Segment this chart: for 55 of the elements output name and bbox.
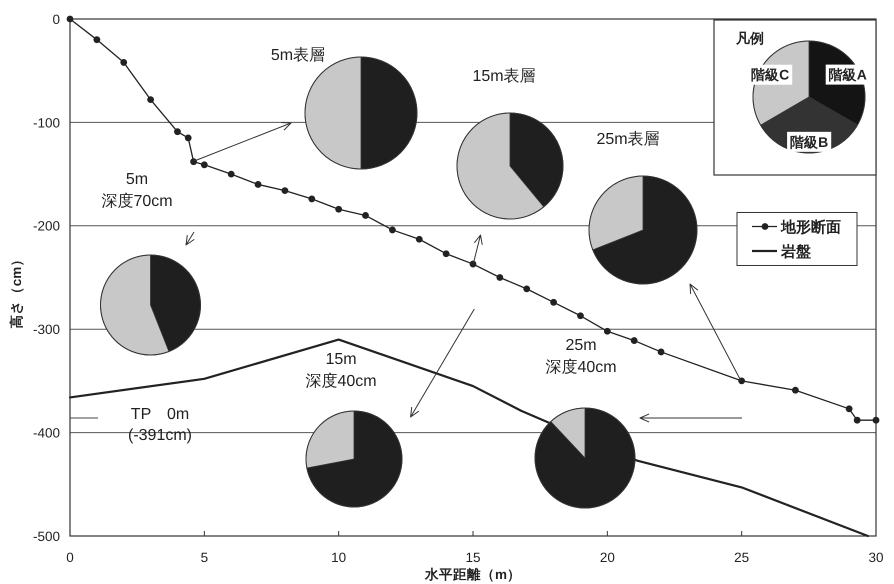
point bbox=[120, 59, 128, 66]
pie-title: 15m表層 bbox=[472, 68, 536, 85]
xtick: 15 bbox=[465, 550, 481, 565]
point bbox=[66, 16, 74, 22]
point bbox=[282, 187, 288, 194]
ytick: -200 bbox=[32, 218, 60, 234]
point bbox=[362, 212, 369, 219]
pie-title: 15m 深度40cm bbox=[305, 350, 377, 390]
xtick: 0 bbox=[66, 550, 74, 565]
point bbox=[846, 405, 853, 412]
point bbox=[604, 328, 611, 335]
pie-title: 25m 深度40cm bbox=[545, 336, 617, 376]
point bbox=[200, 161, 208, 168]
pie-title: 凡例 bbox=[736, 30, 764, 46]
ytick: -100 bbox=[32, 115, 60, 130]
ytick: 0 bbox=[52, 12, 60, 27]
xtick: 10 bbox=[331, 550, 346, 565]
point bbox=[93, 36, 100, 44]
legend-label: 地形断面 bbox=[781, 218, 841, 236]
point bbox=[470, 260, 476, 268]
pie-title: 25m表層 bbox=[596, 130, 660, 148]
point bbox=[792, 386, 799, 394]
point bbox=[335, 206, 342, 213]
point bbox=[854, 416, 861, 424]
point bbox=[308, 196, 316, 202]
point bbox=[174, 128, 181, 136]
point bbox=[738, 378, 746, 384]
ylabel: 高さ（cm） bbox=[8, 252, 24, 328]
point bbox=[254, 181, 262, 188]
point bbox=[630, 337, 638, 344]
xtick: 20 bbox=[600, 550, 615, 565]
xtick: 5 bbox=[200, 550, 208, 565]
point bbox=[147, 96, 154, 104]
point bbox=[389, 226, 396, 234]
xtick: 25 bbox=[734, 550, 750, 565]
pie-title: 5m表層 bbox=[270, 46, 326, 64]
point bbox=[184, 134, 192, 142]
point bbox=[577, 312, 584, 320]
ytick: -500 bbox=[32, 528, 60, 544]
slice-label: 階級B bbox=[787, 132, 832, 152]
pie-title: 5m 深度70cm bbox=[101, 170, 173, 210]
point bbox=[190, 158, 197, 166]
point bbox=[496, 274, 504, 281]
point bbox=[550, 298, 557, 306]
xtick: 30 bbox=[868, 550, 884, 565]
point bbox=[658, 348, 664, 356]
xlabel: 水平距離（m） bbox=[425, 566, 521, 582]
ytick: -300 bbox=[32, 322, 60, 338]
legend-label: 岩盤 bbox=[781, 243, 811, 260]
point bbox=[442, 250, 450, 258]
point bbox=[523, 285, 530, 292]
point bbox=[872, 416, 880, 424]
point bbox=[228, 170, 235, 178]
ytick: -400 bbox=[32, 425, 60, 440]
point bbox=[416, 236, 423, 243]
